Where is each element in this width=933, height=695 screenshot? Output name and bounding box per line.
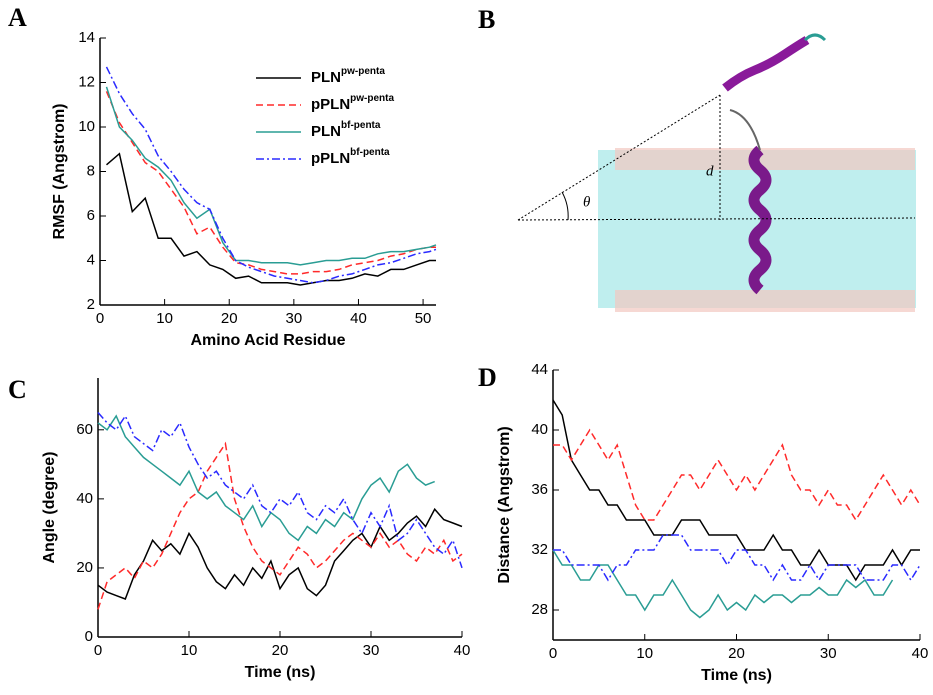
y-tick-label: 12 — [78, 73, 95, 90]
y-tick-label: 32 — [531, 541, 548, 558]
y-tick-label: 10 — [78, 118, 95, 135]
y-axis-label: RMSF (Angstrom) — [51, 104, 68, 240]
legend-label: PLNpw-penta — [311, 66, 385, 86]
legend-superscript: bf-penta — [350, 147, 390, 158]
series-line — [105, 86, 437, 266]
legend-superscript: bf-penta — [341, 120, 381, 131]
x-axis-label: Amino Acid Residue — [191, 332, 346, 349]
linker — [729, 109, 761, 151]
series-line — [553, 428, 921, 522]
x-tick-label: 10 — [181, 642, 198, 659]
legend-name: pPLN — [311, 96, 350, 113]
series-line — [97, 414, 435, 542]
x-tick-label: 40 — [454, 642, 471, 659]
distance-symbol: d — [706, 163, 714, 179]
y-axis-label: Distance (Angstrom) — [496, 426, 513, 583]
x-tick-label: 20 — [272, 642, 289, 659]
y-tick-label: 0 — [85, 628, 93, 645]
y-axis-label: Angle (degree) — [41, 451, 58, 563]
series-line — [106, 152, 436, 286]
y-tick-label: 40 — [76, 490, 93, 507]
x-tick-label: 30 — [363, 642, 380, 659]
x-tick-label: 0 — [94, 642, 102, 659]
legend-name: PLN — [311, 69, 341, 86]
x-tick-label: 20 — [728, 645, 745, 662]
legend-superscript: pw-penta — [350, 93, 394, 104]
x-tick-label: 30 — [820, 645, 837, 662]
y-tick-label: 40 — [531, 421, 548, 438]
legend-superscript: pw-penta — [341, 66, 385, 77]
y-tick-label: 2 — [87, 296, 95, 313]
angle-arc — [561, 191, 569, 221]
x-tick-label: 10 — [156, 310, 173, 327]
x-tick-label: 50 — [415, 310, 432, 327]
y-tick-label: 14 — [78, 29, 95, 46]
x-tick-label: 20 — [221, 310, 238, 327]
y-tick-label: 8 — [87, 162, 95, 179]
x-axis-label: Time (ns) — [701, 667, 772, 684]
legend-name: PLN — [311, 123, 341, 140]
panel-label: D — [478, 363, 497, 392]
series-line — [552, 399, 920, 582]
legend-label: pPLNbf-penta — [311, 147, 390, 167]
series-line — [105, 66, 437, 284]
y-tick-label: 44 — [531, 361, 548, 378]
helix-axis-line — [517, 94, 721, 221]
panel-label: B — [478, 5, 495, 34]
y-tick-label: 36 — [531, 481, 548, 498]
y-tick-label: 20 — [76, 559, 93, 576]
headgroups-bottom — [615, 290, 915, 312]
series-line — [97, 507, 463, 600]
series-line — [97, 412, 463, 569]
y-tick-label: 28 — [531, 601, 548, 618]
headgroups-top — [615, 148, 915, 170]
y-tick-label: 6 — [87, 207, 95, 224]
helix-tail — [803, 33, 827, 42]
helix-cyto — [722, 36, 810, 92]
y-tick-label: 60 — [76, 421, 93, 438]
x-tick-label: 10 — [636, 645, 653, 662]
legend-name: pPLN — [311, 150, 350, 167]
x-tick-label: 0 — [549, 645, 557, 662]
series-line — [552, 549, 894, 619]
helix — [748, 145, 772, 295]
legend-label: PLNbf-penta — [311, 120, 381, 140]
series-line — [97, 441, 463, 610]
series-line — [553, 534, 921, 582]
legend-label: pPLNpw-penta — [311, 93, 394, 113]
angle-symbol: θ — [583, 194, 591, 210]
y-tick-label: 4 — [87, 251, 95, 268]
x-tick-label: 40 — [350, 310, 367, 327]
panel-b: B θ d — [478, 5, 916, 312]
x-tick-label: 0 — [96, 310, 104, 327]
x-tick-label: 40 — [912, 645, 929, 662]
panel-label: A — [8, 3, 27, 32]
panel-label: C — [8, 375, 27, 404]
series-line — [105, 91, 436, 275]
x-tick-label: 30 — [286, 310, 303, 327]
x-axis-label: Time (ns) — [245, 664, 316, 681]
